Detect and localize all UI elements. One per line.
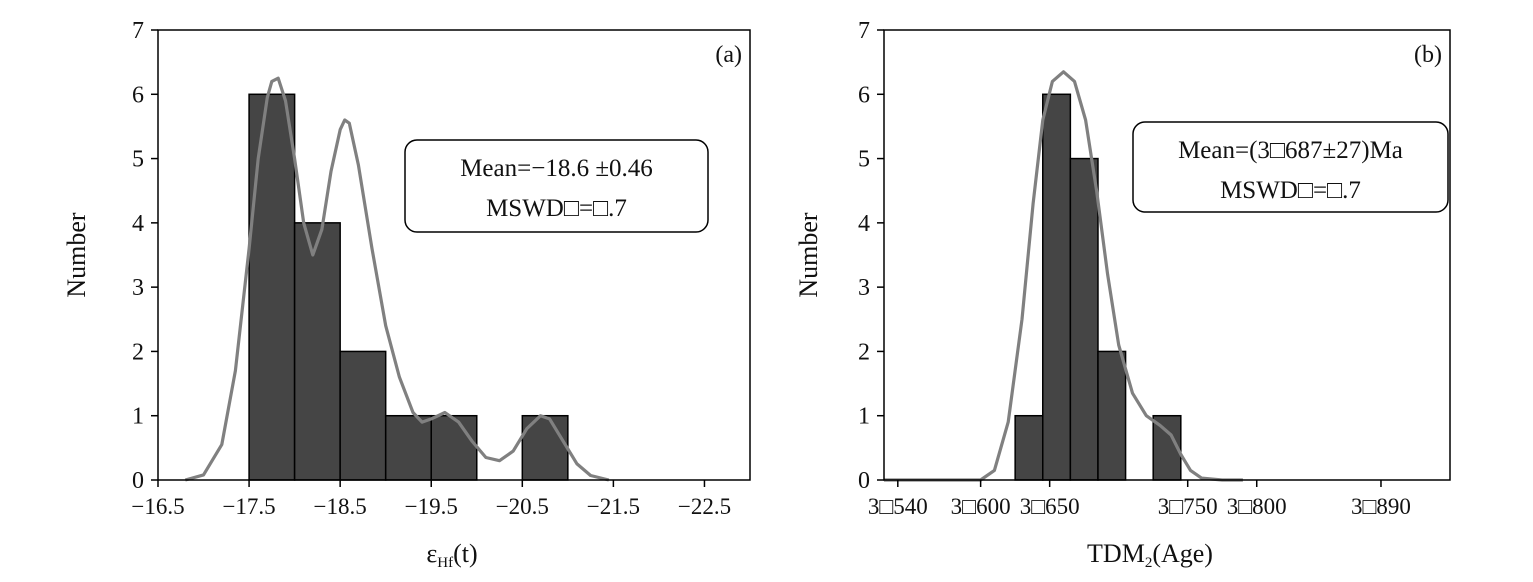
density-curve [184, 76, 610, 482]
x-axis-label-suffix: (t) [453, 539, 478, 568]
plot-frame [883, 29, 1451, 481]
y-tick-label: 0 [132, 468, 144, 494]
stats-mswd-text: MSWD□=□.7 [1220, 177, 1361, 204]
y-axis-label: Number [794, 212, 823, 298]
x-axis-label-subscript: Hf [437, 555, 453, 571]
stats-mswd-text: MSWD□=□.7 [486, 195, 627, 222]
y-tick-label: 4 [132, 211, 144, 237]
x-tick-label: −17.5 [222, 494, 275, 519]
x-tick-label: 3□750 [1158, 494, 1218, 519]
y-tick-label: 5 [858, 147, 870, 173]
y-tick-label: 3 [132, 275, 144, 301]
y-axis-label: Number [62, 212, 91, 298]
stats-box [1132, 121, 1449, 213]
x-axis-label: εHf(t) [426, 539, 477, 571]
stats-annotation: Mean=−18.6 ±0.46 MSWD□=□.7 [404, 139, 709, 233]
y-tick-label: 3 [858, 275, 870, 301]
stats-box [404, 139, 709, 233]
chart-panel-b: 0 1 2 3 4 5 6 7 3□540 3□600 3□650 3□750 3□800 3□890 Nu… [794, 18, 1451, 571]
chart-panel-a: 0 1 2 3 4 5 6 7 −16.5 −17.5 −18.5 −19.5 −20.5 −21.5 −2… [62, 18, 751, 571]
y-tick-label: 1 [132, 404, 144, 430]
stats-annotation: Mean=(3□687±27)Ma MSWD□=□.7 [1132, 121, 1449, 213]
panel-label: (a) [715, 42, 742, 68]
y-tick-label: 6 [132, 82, 144, 108]
y-tick-label: 2 [132, 339, 144, 365]
y-tick-label: 0 [858, 468, 870, 494]
x-tick-label: −22.5 [678, 494, 731, 519]
stats-mean-text: Mean=(3□687±27)Ma [1178, 137, 1403, 164]
histogram-bar [293, 222, 341, 481]
y-tick-label: 5 [132, 147, 144, 173]
x-tick-label: 3□890 [1351, 494, 1411, 519]
y-tick-label: 4 [858, 211, 870, 237]
histogram-bar [430, 414, 478, 481]
x-tick-label: 3□650 [1020, 494, 1080, 519]
histogram-bar [1097, 350, 1127, 481]
x-tick-label: −16.5 [131, 494, 184, 519]
histogram-bar [339, 350, 387, 481]
panel-label: (b) [1414, 42, 1442, 68]
histogram-bar [1069, 157, 1099, 481]
stats-mean-text: Mean=−18.6 ±0.46 [460, 155, 653, 182]
histogram-bar [384, 414, 432, 481]
histogram-bar [1014, 414, 1044, 481]
y-tick-label: 7 [132, 18, 144, 44]
x-axis-label-main: TDM [1087, 539, 1145, 568]
y-tick-label: 7 [858, 18, 870, 44]
y-tick-label: 2 [858, 339, 870, 365]
x-tick-label: −21.5 [587, 494, 640, 519]
density-curve [884, 70, 1243, 482]
x-tick-label: −19.5 [405, 494, 458, 519]
histogram-bar [248, 93, 296, 481]
x-axis-label-suffix: (Age) [1152, 539, 1213, 568]
x-tick-label: −18.5 [314, 494, 367, 519]
x-axis-label-main: ε [426, 539, 437, 568]
plot-frame [157, 29, 751, 481]
x-tick-label: 3□540 [868, 494, 928, 519]
x-tick-label: 3□600 [951, 494, 1011, 519]
x-tick-label: 3□800 [1227, 494, 1287, 519]
histogram-bar [1042, 93, 1072, 481]
y-tick-label: 1 [858, 404, 870, 430]
x-axis-label-subscript: 2 [1145, 555, 1153, 571]
y-tick-label: 6 [858, 82, 870, 108]
x-axis-label: TDM2(Age) [1087, 539, 1213, 571]
x-tick-label: −20.5 [496, 494, 549, 519]
